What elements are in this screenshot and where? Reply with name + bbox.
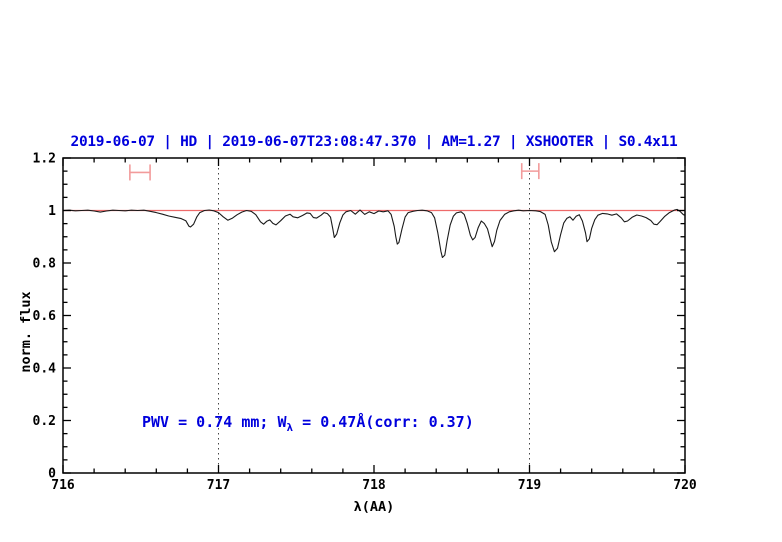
y-tick-label: 1 (48, 204, 56, 219)
x-tick-label: 720 (673, 478, 697, 493)
observation-header: 2019-06-07 | HD | 2019-06-07T23:08:47.37… (70, 134, 678, 150)
x-tick-label: 719 (518, 478, 541, 493)
x-tick-label: 716 (51, 478, 75, 493)
x-tick-label: 717 (207, 478, 230, 493)
y-tick-label: 1.2 (33, 152, 56, 167)
x-axis-label: λ(AA) (353, 499, 395, 515)
x-tick-label: 718 (362, 478, 386, 493)
pwv-text-post: = 0.47Å(corr: 0.37) (293, 413, 474, 431)
y-tick-label: 0 (48, 467, 56, 482)
y-tick-label: 0.6 (33, 309, 57, 324)
y-axis-label: norm. flux (18, 291, 34, 373)
pwv-text-pre: PWV = 0.74 mm; W (142, 413, 287, 431)
y-tick-label: 0.8 (33, 257, 57, 272)
spectrum-line (62, 208, 686, 259)
y-tick-label: 0.4 (33, 362, 57, 377)
pwv-annotation: PWV = 0.74 mm; Wλ = 0.47Å(corr: 0.37) (142, 413, 474, 434)
lambda-subscript: λ (286, 421, 294, 434)
y-tick-label: 0.2 (33, 414, 56, 429)
